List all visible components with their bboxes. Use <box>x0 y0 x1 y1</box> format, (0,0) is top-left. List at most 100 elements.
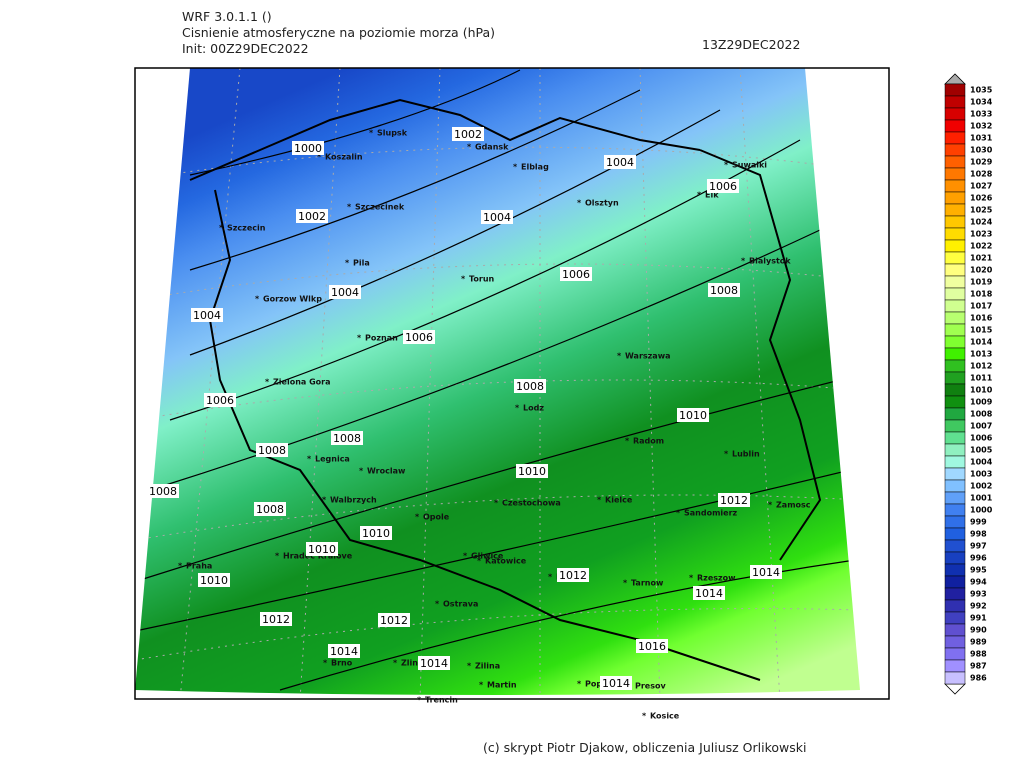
colorbar-label: 1024 <box>970 218 993 227</box>
colorbar-swatch <box>944 443 966 457</box>
contour-label: 1008 <box>516 380 544 393</box>
contour-label: 1016 <box>638 640 666 653</box>
city-name: Zlin <box>401 659 418 668</box>
city-marker: * <box>359 467 364 476</box>
contour-label-box <box>378 613 410 627</box>
contour-label: 1012 <box>380 614 408 627</box>
isobar <box>139 469 851 631</box>
contour-label: 1006 <box>206 394 234 407</box>
contour-label: 1004 <box>606 156 634 169</box>
colorbar-label: 1018 <box>970 290 993 299</box>
city-name: Kielce <box>605 496 633 505</box>
border-line <box>699 149 822 561</box>
map-frame <box>134 67 890 700</box>
colorbar-swatch <box>944 167 966 181</box>
contour-label-box <box>360 526 392 540</box>
city-name: Szczecinek <box>355 203 405 212</box>
contour-label: 1006 <box>562 268 590 281</box>
contour-label: 1004 <box>331 286 359 299</box>
city-marker: * <box>345 259 350 268</box>
colorbar-label: 1011 <box>970 374 993 383</box>
init-time: Init: 00Z29DEC2022 <box>182 41 309 56</box>
city-name: Szczecin <box>227 224 266 233</box>
city-name: Ostrava <box>443 600 478 609</box>
city-marker: * <box>317 153 322 162</box>
colorbar-swatch <box>944 83 966 97</box>
contour-label-box <box>418 656 450 670</box>
colorbar-label: 1003 <box>970 470 992 479</box>
colorbar-label: 1007 <box>970 422 992 431</box>
contour-labels: 1000 1002 1002 1004 1004 1004 1004 1006 1006 1006… <box>147 127 782 690</box>
city-name: Lublin <box>732 450 760 459</box>
isobar <box>149 229 821 491</box>
city-name: Zamosc <box>776 501 811 510</box>
colorbar-label: 1020 <box>970 266 993 275</box>
meridian <box>419 68 441 695</box>
colorbar-swatch <box>944 503 966 517</box>
contour-label-box <box>481 210 513 224</box>
city-name: Pila <box>353 259 370 268</box>
contour-label: 1008 <box>256 503 284 516</box>
contour-label-box <box>191 308 223 322</box>
colorbar-label: 992 <box>970 602 987 611</box>
colorbar: 1035 1034 1033 1032 1031 1030 1029 1028 1027 1026… <box>944 73 993 695</box>
colorbar-label: 1013 <box>970 350 992 359</box>
city-marker: * <box>597 496 602 505</box>
contour-label-box <box>560 267 592 281</box>
city-name: Zilina <box>475 662 500 671</box>
colorbar-label: 995 <box>970 566 987 575</box>
colorbar-swatch <box>944 179 966 193</box>
city-marker: * <box>415 513 420 522</box>
colorbar-label: 988 <box>970 650 987 659</box>
coastline <box>189 98 701 181</box>
colorbar-label: 1035 <box>970 86 993 95</box>
city-marker: * <box>393 659 398 668</box>
city-marker: * <box>494 499 499 508</box>
contour-label-box <box>306 542 338 556</box>
colorbar-swatch <box>944 539 966 553</box>
colorbar-swatch <box>944 467 966 481</box>
city-marker: * <box>724 450 729 459</box>
contour-label-box <box>452 127 484 141</box>
colorbar-swatch <box>944 491 966 505</box>
credits: (c) skrypt Piotr Djakow, obliczenia Juli… <box>483 740 806 755</box>
contour-label-box <box>750 565 782 579</box>
colorbar-label: 1022 <box>970 242 992 251</box>
contour-label-box <box>693 586 725 600</box>
contour-label: 1014 <box>420 657 448 670</box>
colorbar-label: 1027 <box>970 182 992 191</box>
colorbar-swatch <box>944 227 966 241</box>
city-marker: * <box>724 161 729 170</box>
contour-label: 1008 <box>258 444 286 457</box>
city-marker: * <box>275 552 280 561</box>
city-marker: * <box>689 574 694 583</box>
city-marker: * <box>741 257 746 266</box>
city-name: Elblag <box>521 163 549 172</box>
colorbar-swatch <box>944 455 966 469</box>
city-name: Sandomierz <box>684 509 738 518</box>
city-name: Brno <box>331 659 353 668</box>
contour-label-box <box>204 393 236 407</box>
city-name: Kosice <box>650 712 680 721</box>
city-name: Bialystok <box>749 257 791 266</box>
colorbar-label: 1029 <box>970 158 993 167</box>
colorbar-label: 1026 <box>970 194 993 203</box>
colorbar-label: 1033 <box>970 110 992 119</box>
meridian <box>739 68 781 695</box>
colorbar-label: 1017 <box>970 302 992 311</box>
colorbar-label: 1000 <box>970 506 993 515</box>
contour-label-box <box>254 502 286 516</box>
city-name: Zielona Gora <box>273 378 331 387</box>
contour-label-box <box>708 283 740 297</box>
city-marker: * <box>461 275 466 284</box>
colorbar-swatch <box>944 383 966 397</box>
city-name: Warszawa <box>625 352 671 361</box>
city-name: Slupsk <box>377 129 408 138</box>
colorbar-label: 1015 <box>970 326 993 335</box>
colorbar-swatch <box>944 359 966 373</box>
contour-label: 1000 <box>294 142 322 155</box>
city-marker: * <box>369 129 374 138</box>
colorbar-swatch <box>944 299 966 313</box>
